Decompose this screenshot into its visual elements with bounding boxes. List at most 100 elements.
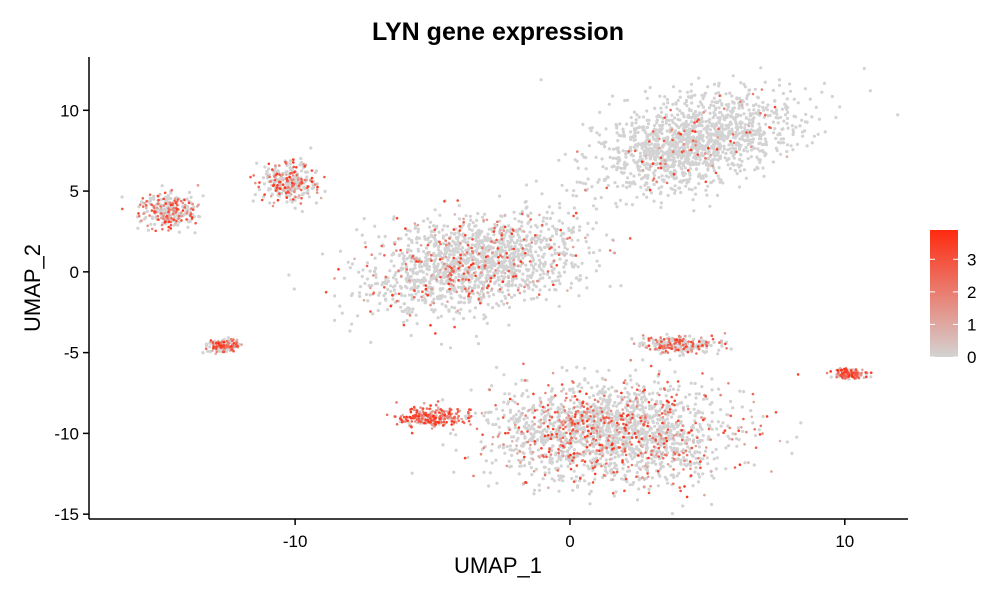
data-point [618, 437, 622, 441]
data-point [700, 116, 704, 120]
data-point [569, 399, 572, 402]
data-point [619, 166, 623, 170]
data-point [630, 203, 635, 207]
data-point [707, 435, 711, 439]
data-point [598, 248, 602, 252]
data-point [712, 133, 716, 137]
data-point [646, 122, 651, 126]
data-point [679, 190, 683, 195]
data-point [481, 246, 484, 250]
data-point [569, 462, 572, 466]
data-point [522, 289, 527, 293]
data-point [673, 452, 677, 456]
data-point [595, 449, 599, 452]
data-point [726, 104, 730, 108]
data-point [738, 157, 742, 162]
data-point [515, 444, 518, 447]
data-point [476, 284, 480, 288]
data-point [392, 288, 397, 292]
data-point [544, 222, 549, 226]
data-point [520, 277, 524, 282]
data-point [448, 249, 452, 253]
data-point [574, 276, 579, 280]
data-point [567, 459, 572, 463]
data-point [444, 267, 448, 271]
data-point [447, 242, 451, 245]
data-point [665, 454, 668, 457]
data-point [765, 108, 770, 112]
data-point [660, 123, 664, 128]
data-point [668, 358, 672, 362]
data-point [567, 228, 571, 232]
data-point [774, 136, 778, 141]
data-point [424, 287, 428, 291]
data-point [556, 469, 560, 472]
data-point [417, 260, 420, 264]
data-point [710, 474, 714, 478]
data-point [575, 159, 579, 163]
data-point [340, 311, 344, 315]
data-point [636, 413, 640, 417]
data-point [637, 478, 641, 482]
data-point [450, 282, 453, 286]
data-point [644, 156, 648, 160]
data-point [524, 251, 527, 255]
data-point [374, 272, 378, 276]
data-point [773, 105, 777, 109]
data-point [543, 414, 548, 418]
data-point [687, 139, 691, 143]
data-point [468, 298, 472, 302]
data-point [596, 425, 600, 429]
data-point [462, 272, 466, 276]
data-point [557, 304, 561, 308]
data-point [521, 256, 525, 260]
data-point [482, 317, 486, 321]
data-point [469, 295, 473, 300]
data-point [642, 128, 647, 132]
data-point [479, 271, 483, 274]
data-point [571, 245, 575, 249]
data-point [516, 238, 520, 243]
data-point [531, 271, 535, 275]
data-point [512, 258, 516, 262]
data-point [724, 123, 728, 128]
data-point [649, 132, 654, 136]
data-point [643, 174, 648, 178]
data-point [701, 105, 706, 109]
data-point [440, 281, 444, 285]
data-point [704, 174, 708, 178]
data-point [758, 160, 762, 164]
data-point [625, 409, 629, 413]
data-point [682, 142, 686, 146]
data-point [516, 452, 519, 455]
data-point [356, 314, 360, 318]
data-point [742, 148, 746, 152]
data-point [729, 122, 733, 126]
data-point [488, 388, 492, 392]
data-point [556, 438, 560, 442]
data-point [358, 294, 362, 298]
data-point [486, 270, 490, 274]
data-point [748, 141, 752, 145]
data-point [503, 294, 507, 298]
data-point [742, 82, 746, 86]
data-point [569, 286, 573, 290]
data-point [513, 255, 517, 259]
data-point [516, 264, 520, 268]
data-point [785, 440, 789, 444]
data-point [693, 451, 697, 455]
data-point [558, 426, 562, 430]
data-point [698, 100, 703, 104]
data-point [449, 244, 454, 248]
data-point [423, 263, 427, 268]
data-point [540, 460, 544, 464]
data-point [747, 461, 750, 464]
data-point [528, 461, 532, 465]
data-point [432, 262, 436, 266]
data-point [645, 135, 650, 139]
data-point [650, 476, 655, 480]
data-point [506, 431, 510, 435]
data-point [469, 423, 472, 426]
data-point [575, 216, 579, 220]
data-point [457, 217, 462, 221]
